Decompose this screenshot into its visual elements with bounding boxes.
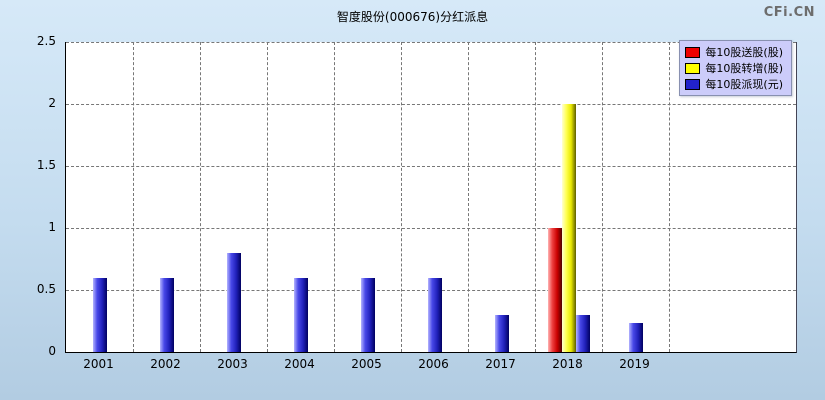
v-gridline [535, 42, 536, 352]
legend-label: 每10股转增(股) [705, 62, 783, 75]
bar-blue-2005 [360, 277, 375, 352]
x-tick-label: 2004 [284, 357, 315, 371]
y-tick-label: 0.5 [36, 282, 56, 296]
bar-red-2018 [547, 228, 562, 352]
v-gridline [200, 42, 201, 352]
legend-swatch [685, 46, 701, 58]
v-gridline [133, 42, 134, 352]
h-gridline [66, 228, 796, 229]
h-gridline [66, 104, 796, 105]
v-gridline [401, 42, 402, 352]
x-tick-label: 2003 [217, 357, 248, 371]
legend-item: 每10股派现(元) [685, 76, 783, 92]
y-axis: 0 0.5 1 1.5 2 2.5 [0, 0, 60, 400]
legend-label: 每10股送股(股) [705, 46, 783, 59]
bar-blue-2004 [293, 277, 308, 352]
legend-swatch [685, 62, 701, 74]
x-tick-label: 2001 [83, 357, 114, 371]
bar-blue-2002 [159, 277, 174, 352]
legend: 每10股送股(股) 每10股转增(股) 每10股派现(元) [679, 40, 792, 96]
bar-blue-2003 [226, 252, 241, 352]
legend-swatch [685, 78, 701, 90]
bar-yellow-2018 [561, 104, 576, 352]
v-gridline [669, 42, 670, 352]
legend-item: 每10股送股(股) [685, 44, 783, 60]
bar-blue-2006 [427, 277, 442, 352]
bar-blue-2017 [494, 314, 509, 352]
y-tick-label: 2.5 [36, 34, 56, 48]
y-tick-label: 1.5 [36, 158, 56, 172]
bar-blue-2001 [92, 277, 107, 352]
bar-blue-2018 [575, 314, 590, 352]
x-tick-label: 2006 [418, 357, 449, 371]
v-gridline [468, 42, 469, 352]
legend-label: 每10股派现(元) [705, 78, 783, 91]
v-gridline [602, 42, 603, 352]
y-tick-label: 2 [48, 96, 56, 110]
x-tick-label: 2019 [619, 357, 650, 371]
y-tick-label: 0 [48, 344, 56, 358]
bar-blue-2019 [628, 323, 643, 352]
x-tick-label: 2005 [351, 357, 382, 371]
plot-area [65, 42, 797, 353]
x-tick-label: 2002 [150, 357, 181, 371]
v-gridline [267, 42, 268, 352]
x-tick-label: 2017 [485, 357, 516, 371]
legend-item: 每10股转增(股) [685, 60, 783, 76]
h-gridline [66, 42, 796, 43]
chart-title: 智度股份(000676)分红派息 [336, 10, 489, 24]
x-tick-label: 2018 [552, 357, 583, 371]
y-tick-label: 1 [48, 220, 56, 234]
h-gridline [66, 166, 796, 167]
x-axis: 2001 2002 2003 2004 2005 2006 2017 2018 2019 [65, 357, 795, 377]
v-gridline [334, 42, 335, 352]
cfi-cn-watermark: CFi.CN [763, 5, 815, 20]
